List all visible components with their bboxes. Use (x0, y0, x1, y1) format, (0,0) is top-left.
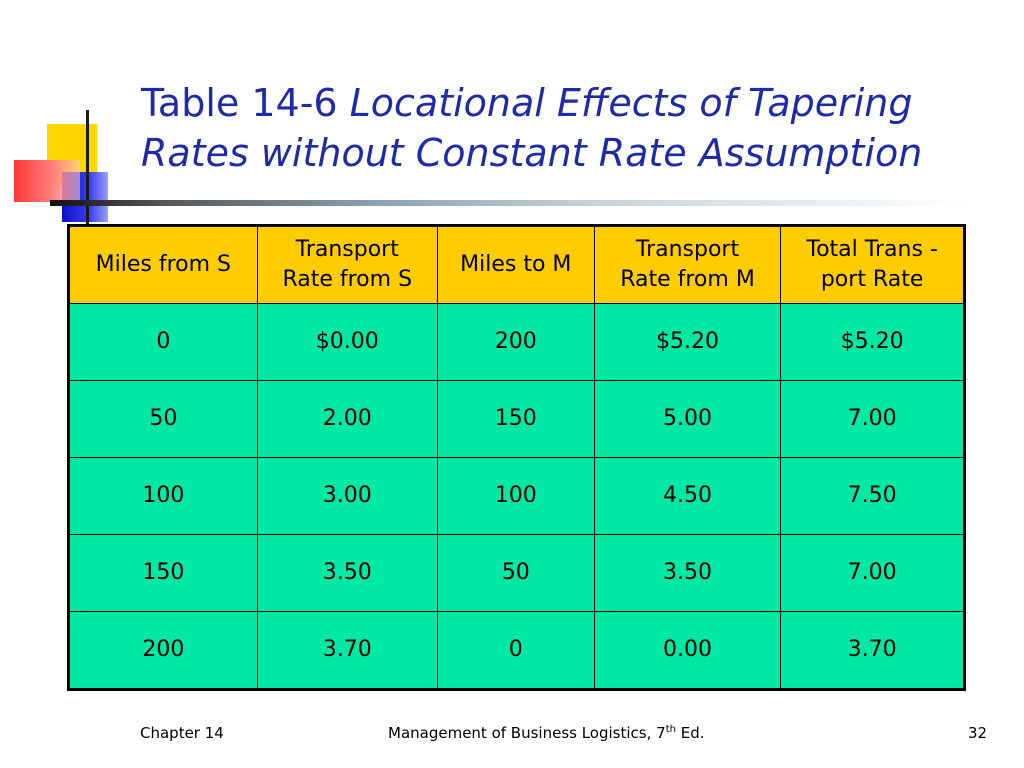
table-cell: 7.50 (780, 457, 965, 535)
title-line-1: Table 14-6 Locational Effects of Tapering (141, 78, 1011, 128)
title-subtitle-part1: Locational Effects of Tapering (349, 81, 913, 125)
table-cell: 0.00 (593, 611, 782, 690)
table-cell: 7.00 (780, 380, 965, 458)
footer-page-number: 32 (968, 724, 988, 742)
table-cell: 0 (436, 611, 595, 690)
slide-title: Table 14-6 Locational Effects of Tapering… (141, 78, 1011, 178)
table-cell: 200 (436, 303, 595, 381)
table-cell: 4.50 (593, 457, 782, 535)
table-cell: 50 (68, 380, 258, 458)
logo-red-square (14, 160, 80, 202)
table-cell: 150 (68, 534, 258, 612)
header-total-transport-rate: Total Trans - port Rate (780, 225, 965, 304)
table-row: 150 3.50 50 3.50 7.00 (68, 534, 965, 612)
table-cell: 150 (436, 380, 595, 458)
header-miles-from-s: Miles from S (68, 225, 258, 304)
table-cell: 3.50 (256, 534, 438, 612)
table-cell: $5.20 (780, 303, 965, 381)
footer-chapter: Chapter 14 (140, 724, 224, 742)
header-transport-rate-from-m: Transport Rate from M (593, 225, 782, 304)
table-cell: 2.00 (256, 380, 438, 458)
table-cell: 3.70 (256, 611, 438, 690)
table-cell: 3.70 (780, 611, 965, 690)
table-cell: 3.00 (256, 457, 438, 535)
rates-table: Miles from S Transport Rate from S Miles … (67, 224, 966, 691)
table-cell: 100 (68, 457, 258, 535)
title-underline (50, 200, 970, 206)
table-number: Table 14-6 (141, 81, 338, 125)
table-header-row: Miles from S Transport Rate from S Miles … (68, 225, 965, 304)
footer-book-title: Management of Business Logistics, 7th Ed… (388, 724, 705, 742)
table-cell: 5.00 (593, 380, 782, 458)
table-cell: 200 (68, 611, 258, 690)
table-cell: 50 (436, 534, 595, 612)
title-line-2: Rates without Constant Rate Assumption (141, 131, 923, 175)
header-transport-rate-from-s: Transport Rate from S (256, 225, 438, 304)
table-cell: 100 (436, 457, 595, 535)
table-cell: 0 (68, 303, 258, 381)
table-cell: $0.00 (256, 303, 438, 381)
table-cell: $5.20 (593, 303, 782, 381)
table-row: 50 2.00 150 5.00 7.00 (68, 380, 965, 458)
table-row: 100 3.00 100 4.50 7.50 (68, 457, 965, 535)
header-miles-to-m: Miles to M (436, 225, 595, 304)
table-cell: 3.50 (593, 534, 782, 612)
logo-vertical-line (86, 110, 89, 225)
table-row: 0 $0.00 200 $5.20 $5.20 (68, 303, 965, 381)
table-row: 200 3.70 0 0.00 3.70 (68, 611, 965, 690)
table-cell: 7.00 (780, 534, 965, 612)
